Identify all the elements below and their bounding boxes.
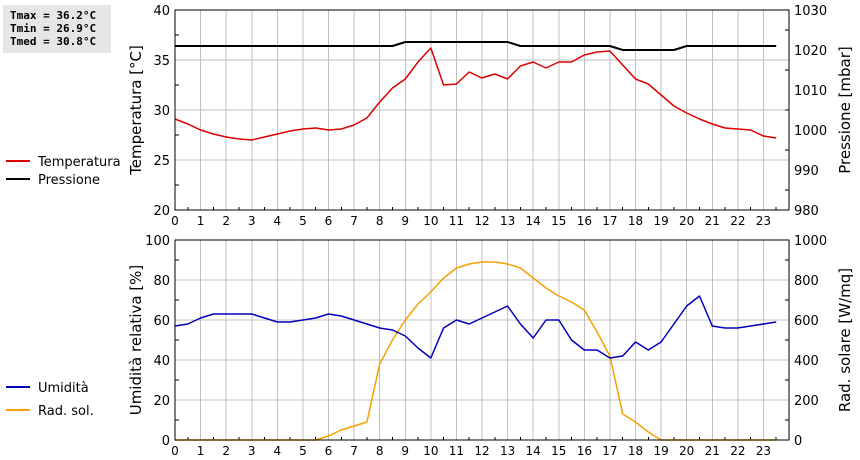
x-tick-label: 8: [376, 214, 384, 228]
series-line-temperatura: [174, 47, 777, 141]
x-tick-label: 21: [705, 214, 720, 228]
tmed-label: Tmed = 30.8°C: [10, 35, 97, 48]
x-tick-label: 8: [376, 444, 384, 458]
x-tick-label: 17: [602, 214, 617, 228]
y-tick-label: 20: [153, 204, 170, 219]
x-tick-label: 3: [248, 214, 256, 228]
x-tick-label: 7: [350, 444, 358, 458]
x-tick-label: 19: [653, 444, 668, 458]
x-tick-label: 14: [526, 444, 541, 458]
legend-label-umidita: Umidità: [38, 381, 89, 396]
chart-panel-1: 0 1 2 3 4 5 6 7 8 9 10 11 12 13 14 15 16 17 18 19 20 21 22 2320…: [127, 4, 854, 228]
plot-frame: [174, 239, 790, 441]
tmax-label: Tmax = 36.2°C: [10, 9, 97, 22]
chart-panel-2: 0 1 2 3 4 5 6 7 8 9 10 11 12 13 14 15 16 17 18 19 20 21 22 2302…: [127, 234, 854, 458]
x-tick-label: 9: [401, 444, 409, 458]
x-tick-label: 20: [679, 444, 694, 458]
series-line-umidit-: [174, 295, 777, 359]
x-tick-label: 21: [705, 444, 720, 458]
x-tick-label: 18: [628, 444, 643, 458]
x-tick-label: 3: [248, 444, 256, 458]
stats-box: Tmax = 36.2°C Tmin = 26.9°C Tmed = 30.8°…: [3, 5, 111, 53]
x-tick-label: 15: [551, 214, 566, 228]
x-tick-label: 16: [577, 444, 592, 458]
y2-tick-label: 1000: [794, 234, 827, 249]
y2-axis-label: Pressione [mbar]: [836, 46, 854, 174]
y-tick-label: 80: [153, 274, 170, 289]
y2-axis-label: Rad. solare [W/mq]: [836, 268, 854, 412]
legend-label-pressione: Pressione: [38, 173, 100, 188]
y-tick-label: 40: [153, 4, 170, 19]
y2-tick-label: 800: [794, 274, 819, 289]
x-tick-label: 0: [171, 214, 179, 228]
x-tick-label: 9: [401, 214, 409, 228]
y2-tick-label: 200: [794, 394, 819, 409]
x-tick-label: 5: [299, 444, 307, 458]
x-tick-label: 10: [423, 214, 438, 228]
x-tick-label: 11: [449, 444, 464, 458]
y-tick-label: 35: [153, 54, 170, 69]
x-tick-label: 19: [653, 214, 668, 228]
x-tick-label: 10: [423, 444, 438, 458]
y-tick-label: 0: [162, 434, 170, 449]
x-tick-label: 17: [602, 444, 617, 458]
y-axis-label: Umidità relativa [%]: [127, 265, 145, 416]
series-line-rad-sol-: [175, 261, 777, 441]
x-tick-label: 15: [551, 444, 566, 458]
x-tick-label: 22: [730, 444, 745, 458]
plot-frame: [174, 9, 790, 211]
x-tick-label: 23: [756, 214, 771, 228]
x-tick-label: 4: [274, 444, 282, 458]
y2-tick-label: 0: [794, 434, 802, 449]
y2-tick-label: 980: [794, 204, 819, 219]
x-tick-label: 13: [500, 214, 515, 228]
x-tick-label: 12: [474, 214, 489, 228]
x-tick-label: 6: [325, 444, 333, 458]
y-tick-label: 25: [153, 154, 170, 169]
y2-tick-label: 400: [794, 354, 819, 369]
x-tick-label: 7: [350, 214, 358, 228]
x-tick-label: 6: [325, 214, 333, 228]
y-tick-label: 30: [153, 104, 170, 119]
x-tick-label: 12: [474, 444, 489, 458]
x-tick-label: 5: [299, 214, 307, 228]
legend-top: Temperatura Pressione: [6, 155, 121, 188]
series-line-pressione: [175, 41, 777, 51]
x-tick-label: 23: [756, 444, 771, 458]
y2-tick-label: 600: [794, 314, 819, 329]
x-tick-label: 1: [197, 444, 205, 458]
y2-tick-label: 990: [794, 164, 819, 179]
x-tick-label: 18: [628, 214, 643, 228]
x-tick-label: 11: [449, 214, 464, 228]
y2-tick-label: 1030: [794, 4, 827, 19]
x-tick-label: 16: [577, 214, 592, 228]
x-tick-label: 14: [526, 214, 541, 228]
x-tick-label: 4: [274, 214, 282, 228]
x-tick-label: 13: [500, 444, 515, 458]
legend-bottom: Umidità Rad. sol.: [6, 381, 94, 419]
y2-tick-label: 1010: [794, 84, 827, 99]
tmin-label: Tmin = 26.9°C: [10, 22, 97, 35]
y2-tick-label: 1020: [794, 44, 827, 59]
x-tick-label: 1: [197, 214, 205, 228]
y2-tick-label: 1000: [794, 124, 827, 139]
y-axis-label: Temperatura [°C]: [127, 45, 145, 176]
x-tick-label: 22: [730, 214, 745, 228]
x-tick-label: 2: [222, 444, 230, 458]
y-tick-label: 100: [145, 234, 170, 249]
x-tick-label: 2: [222, 214, 230, 228]
legend-label-temperatura: Temperatura: [37, 155, 121, 170]
x-tick-label: 0: [171, 444, 179, 458]
x-tick-label: 20: [679, 214, 694, 228]
y-tick-label: 20: [153, 394, 170, 409]
y-tick-label: 40: [153, 354, 170, 369]
y-tick-label: 60: [153, 314, 170, 329]
legend-label-rad-sol: Rad. sol.: [38, 404, 94, 419]
